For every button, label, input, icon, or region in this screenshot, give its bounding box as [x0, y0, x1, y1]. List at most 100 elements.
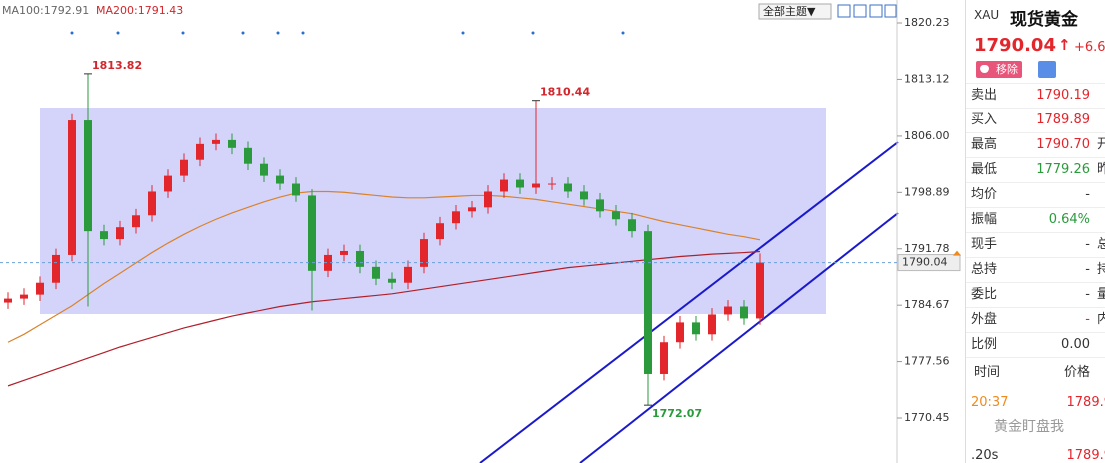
candle-body [164, 175, 172, 192]
candle-body [148, 191, 156, 216]
row-value: - [1085, 187, 1090, 202]
quote-row: 总持 -持 [966, 258, 1105, 283]
y-tick-label: 1820.23 [904, 16, 950, 29]
candle-body [500, 179, 508, 192]
y-tick-label: 1813.12 [904, 72, 950, 85]
alert-button[interactable] [1038, 61, 1056, 78]
quote-row: 最低 1779.26 昨 [966, 158, 1105, 183]
row-extra: 开 [1097, 133, 1105, 157]
quote-row: 比例 0.00 [966, 333, 1105, 358]
trade-price: 1789.9 [1066, 395, 1105, 410]
range-box [40, 108, 826, 314]
watermark: 黄金盯盘我 [994, 419, 1064, 435]
row-label: 买入 [971, 112, 998, 127]
quote-row: 振幅 0.64% [966, 208, 1105, 233]
y-tick-label: 1770.45 [904, 411, 950, 424]
price-change: +6.6 [1074, 40, 1105, 55]
trade-time: 20:37 [971, 395, 1009, 410]
candle-body [468, 207, 476, 212]
trades-header: 时间 价格 [966, 361, 1105, 385]
candle-body [292, 183, 300, 196]
row-label: 比例 [971, 337, 998, 352]
moving-average [7, 250, 761, 387]
row-extra: 总 [1097, 233, 1105, 257]
quote-row: 现手 -总 [966, 233, 1105, 258]
row-label: 均价 [971, 187, 998, 202]
y-tick-label: 1777.56 [904, 355, 950, 368]
row-label: 振幅 [971, 212, 998, 227]
candle-body [724, 306, 732, 315]
extreme-label: 1810.44 [540, 86, 590, 99]
candle-body [452, 211, 460, 224]
row-label: 最低 [971, 162, 998, 177]
candle-body [596, 199, 604, 212]
trade-price: 1789.9 [1066, 448, 1105, 463]
theme-button[interactable] [758, 3, 832, 20]
candle-body [308, 195, 316, 271]
candle-body [708, 314, 716, 335]
header-price: 价格 [1063, 365, 1090, 380]
last-price-arrow [953, 250, 961, 256]
markers [70, 31, 625, 35]
y-tick-label: 1806.00 [904, 129, 950, 142]
row-label: 现手 [971, 237, 998, 252]
candle-body [100, 231, 108, 240]
quote-row: 外盘 -内 [966, 308, 1105, 333]
candle-body [756, 262, 764, 319]
row-label: 总持 [971, 262, 998, 277]
y-tick-label: 1784.67 [904, 298, 950, 311]
row-extra: 内 [1097, 308, 1105, 332]
price: 1790.04 [974, 35, 1056, 56]
candle-body [4, 298, 12, 303]
trade-row: 20:37 1789.9 [966, 391, 1105, 415]
row-value: - [1085, 312, 1090, 327]
row-extra: 量 [1097, 283, 1105, 307]
heart-icon [980, 65, 989, 73]
quote-row: 委比 -量 [966, 283, 1105, 308]
row-extra: 持 [1097, 258, 1105, 282]
row-value: - [1085, 287, 1090, 302]
row-value: - [1085, 237, 1090, 252]
candle-body [260, 163, 268, 176]
row-label: 外盘 [971, 312, 998, 327]
y-tick-label: 1791.78 [904, 242, 950, 255]
candle-body [132, 215, 140, 228]
candle-body [740, 306, 748, 319]
row-value: 1789.89 [1036, 112, 1090, 127]
row-value: 1790.19 [1036, 88, 1090, 103]
row-label: 委比 [971, 287, 998, 302]
candle-body [324, 254, 332, 271]
row-value: 0.00 [1061, 337, 1090, 352]
tool-icons[interactable] [837, 4, 897, 18]
row-label: 卖出 [971, 88, 998, 103]
candle-body [580, 191, 588, 200]
last-price-box [897, 254, 961, 272]
row-value: 0.64% [1048, 212, 1090, 227]
candle-body [244, 147, 252, 164]
price-arrow: ↑ [1058, 36, 1071, 54]
candle-body [356, 250, 364, 267]
trade-row: .20s 1789.9 [966, 444, 1105, 463]
quote-row: 均价 - [966, 183, 1105, 208]
candle-body [628, 219, 636, 232]
quote-row: 最高 1790.70 开 [966, 133, 1105, 158]
header-time: 时间 [974, 365, 1001, 380]
theme-button-label[interactable]: 全部主题▼ [763, 4, 816, 18]
row-value: 1779.26 [1036, 162, 1090, 177]
candle-body [404, 266, 412, 283]
candle-body [84, 120, 92, 232]
y-tick-label: 1798.89 [904, 185, 950, 198]
candle-body [340, 250, 348, 255]
candle-body [420, 239, 428, 267]
candle-body [676, 322, 684, 343]
chart: MA100:1792.91 MA200:1791.43 全部主题▼ 1770.4… [0, 0, 961, 463]
row-label: 最高 [971, 137, 998, 152]
remove-label[interactable]: 移除 [996, 63, 1018, 76]
candle-body [276, 175, 284, 184]
candle-body [212, 139, 220, 144]
moving-average [7, 190, 761, 343]
candle-body [532, 183, 540, 188]
quote-panel: XAU 现货黄金 1790.04 ↑ +6.6 移除 卖出 1790.19 买入 17… [965, 0, 1105, 463]
extreme-label: 1813.82 [92, 59, 142, 72]
